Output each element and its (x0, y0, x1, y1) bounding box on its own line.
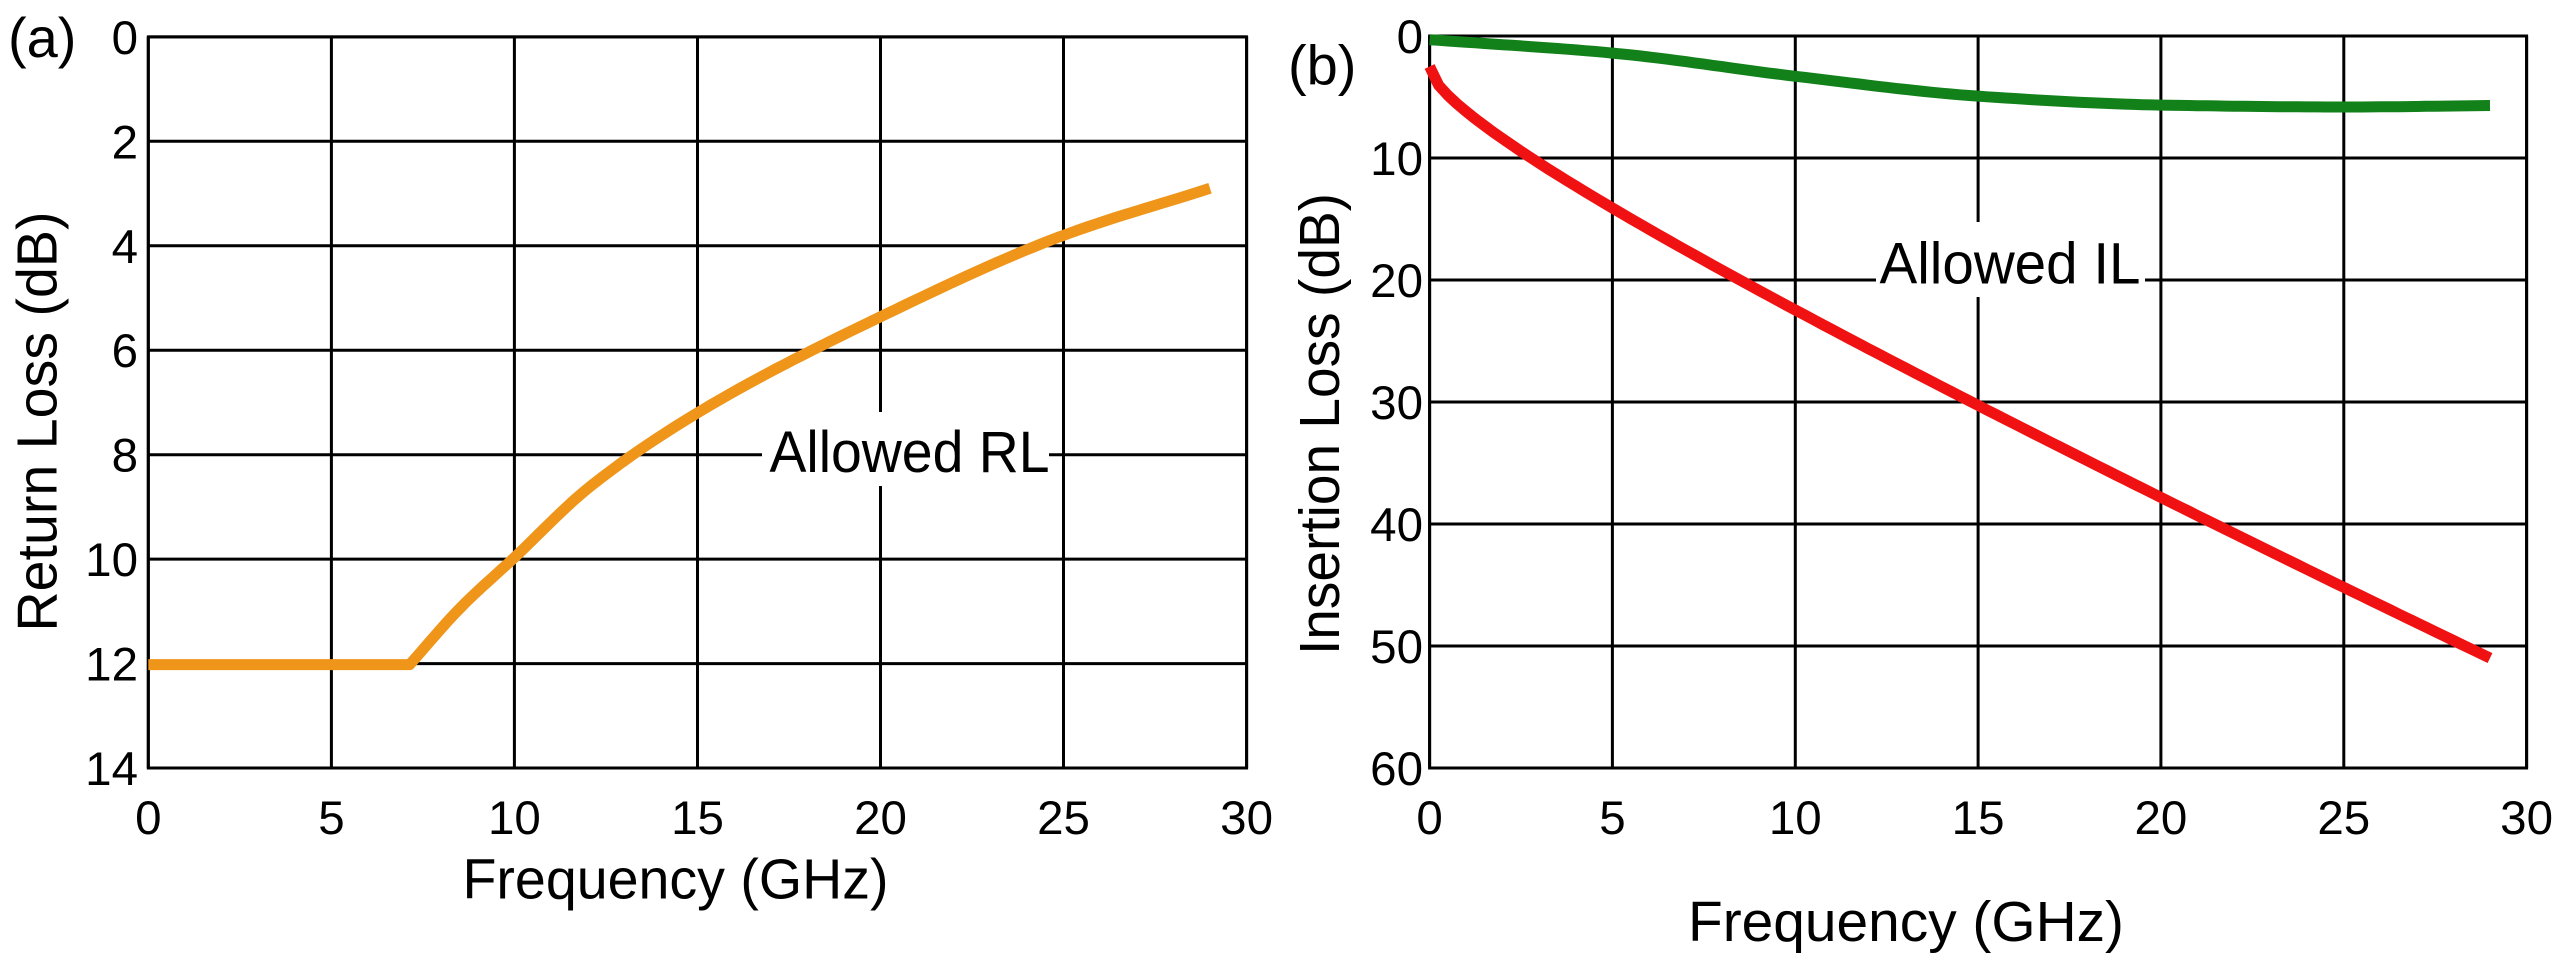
svg-text:Allowed IL: Allowed IL (1880, 231, 2141, 296)
svg-text:20: 20 (2134, 792, 2187, 845)
svg-text:10: 10 (488, 792, 541, 845)
svg-text:12: 12 (85, 639, 138, 692)
svg-text:10: 10 (1769, 792, 1822, 845)
svg-text:Return Loss (dB): Return Loss (dB) (6, 212, 70, 632)
svg-text:30: 30 (1220, 792, 1273, 845)
svg-text:5: 5 (318, 792, 344, 845)
svg-text:30: 30 (2500, 792, 2553, 845)
svg-text:15: 15 (671, 792, 724, 845)
svg-text:30: 30 (1370, 377, 1423, 430)
svg-text:0: 0 (135, 792, 161, 845)
svg-text:0: 0 (1397, 11, 1423, 64)
svg-text:8: 8 (112, 430, 138, 483)
svg-text:Frequency (GHz): Frequency (GHz) (463, 848, 889, 912)
svg-text:4: 4 (112, 221, 138, 274)
svg-text:0: 0 (1416, 792, 1442, 845)
svg-text:2: 2 (112, 116, 138, 169)
svg-text:Allowed RL: Allowed RL (770, 420, 1050, 485)
svg-text:25: 25 (2317, 792, 2370, 845)
svg-text:15: 15 (1952, 792, 2005, 845)
svg-text:25: 25 (1037, 792, 1090, 845)
svg-text:0: 0 (112, 12, 138, 65)
svg-text:14: 14 (85, 743, 138, 796)
svg-text:40: 40 (1370, 499, 1423, 552)
svg-text:50: 50 (1370, 621, 1423, 674)
svg-text:60: 60 (1370, 743, 1423, 796)
svg-text:6: 6 (112, 325, 138, 378)
svg-text:Frequency (GHz): Frequency (GHz) (1688, 890, 2124, 954)
svg-text:10: 10 (85, 534, 138, 587)
svg-text:Insertion Loss (dB): Insertion Loss (dB) (1288, 193, 1352, 655)
svg-text:5: 5 (1599, 792, 1625, 845)
svg-text:10: 10 (1370, 133, 1423, 186)
svg-text:(b): (b) (1288, 33, 1356, 96)
svg-text:20: 20 (1370, 255, 1423, 308)
svg-text:(a): (a) (8, 6, 76, 69)
svg-text:20: 20 (854, 792, 907, 845)
